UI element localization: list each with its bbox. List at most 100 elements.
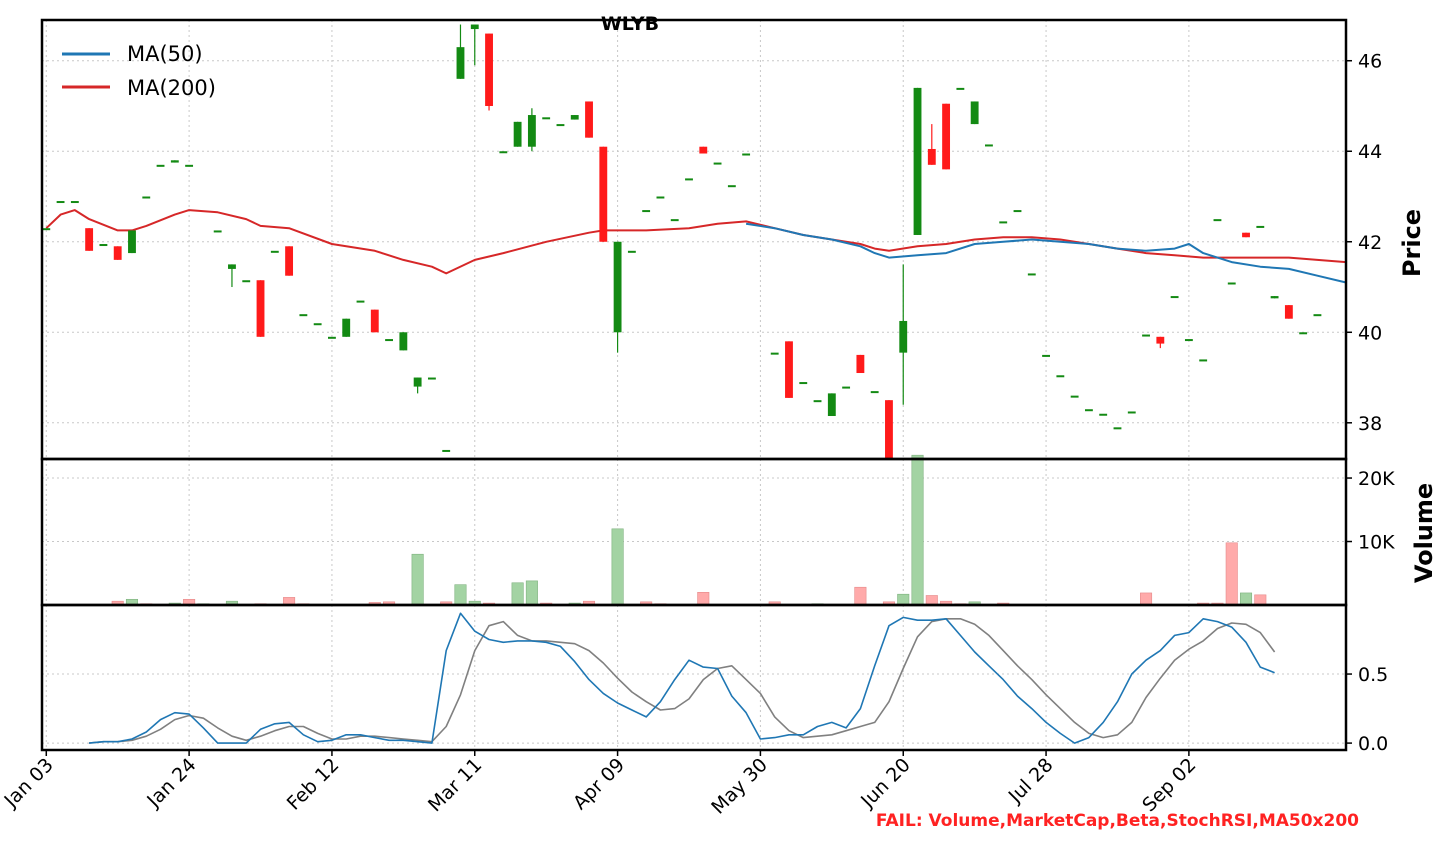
candle-body [56,201,65,204]
stoch-k-line [89,612,1275,744]
candle-body [827,393,836,417]
candle-body [242,280,251,283]
candle-body [1256,225,1265,228]
candle-body [499,151,508,154]
candle-body [1070,395,1079,398]
candle-body [542,117,551,120]
candle-body [99,244,108,247]
fail-message: FAIL: Volume,MarketCap,Beta,StochRSI,MA5… [876,811,1359,831]
chart-title: WLYB [601,13,659,35]
candle-body [813,400,822,403]
candle-body [356,300,365,303]
candle-body [413,377,422,387]
ma200-series [45,209,1347,275]
candle-body [1184,339,1193,342]
candle-body [870,391,879,394]
candle-body [1027,273,1036,276]
candle-body [727,185,736,188]
price-axis-title: Price [1398,209,1426,277]
candle-body [899,320,908,353]
candle-body [656,196,665,199]
ma200-line [45,209,1347,275]
candle-body [156,164,165,167]
volume-bar [454,584,467,606]
volume-bar [925,595,938,606]
candle-body [213,230,222,233]
candle-body [470,24,479,30]
candle-body [599,146,608,242]
candle-body [328,336,336,339]
candle-body [1313,314,1322,317]
volume-bar [1240,592,1253,606]
candle-body [399,332,408,351]
stoch-y-axis: 0.0 0.5 [1346,664,1388,755]
stoch-y-tick-label: 0.0 [1358,733,1388,755]
x-tick-label: Jan 24 [142,754,200,812]
candle-body [713,162,722,165]
candle-body [856,354,865,374]
candle-body [513,121,522,147]
candle-body [670,219,679,222]
candle-body [885,400,893,459]
x-tick-label: Mar 11 [424,754,486,816]
x-tick-label: Jun 20 [856,754,915,813]
candle-body [142,196,151,199]
volume-panel-frame [40,457,1348,607]
price-y-tick-label: 40 [1358,322,1382,344]
candle-body [113,246,122,260]
candle-body [913,87,922,235]
volume-bar [911,454,924,606]
candle-body [485,33,493,106]
price-y-axis: 38 40 42 44 46 [1346,51,1382,435]
candle-body [228,264,236,269]
candle-body [985,144,993,147]
volume-bar [854,586,867,606]
candle-body [1156,336,1165,344]
candle-body [742,153,751,156]
x-tick-label: Feb 12 [283,754,344,815]
candle-body [128,230,136,254]
candle-body [1099,413,1108,416]
candle-body [285,246,294,276]
candle-body [585,101,593,138]
candle-body [42,228,51,231]
stoch-d-series [89,617,1276,744]
x-tick-label: Jan 03 [0,754,58,812]
candle-body [556,124,565,127]
stoch-d-line [89,617,1276,744]
candle-body [442,449,451,452]
volume-bar [897,593,910,606]
candle-body [999,221,1008,224]
legend: MA(50) MA(200) [62,42,216,100]
candle-body [1113,427,1122,430]
x-tick-label: Jul 28 [1004,754,1058,808]
volume-y-tick-label: 20K [1358,468,1395,490]
volume-y-axis: 10K 20K [1346,468,1395,554]
stoch-grid [42,605,1346,750]
price-y-tick-label: 38 [1358,413,1382,435]
candle-body [370,309,379,333]
candle-body [1213,219,1222,222]
volume-bar [1225,542,1238,606]
candle-body [1013,210,1022,213]
candle-body [1056,375,1065,378]
volume-bar [525,580,538,606]
candle-body [1127,411,1136,414]
candle-body [785,341,793,398]
stoch-panel-frame [40,603,1348,752]
price-y-tick-label: 46 [1358,51,1382,73]
candle-body [956,87,965,90]
candle-body [1227,282,1236,285]
volume-bar [611,528,624,606]
price-y-tick-label: 44 [1358,141,1382,163]
candle-body [699,146,708,154]
candle-body [642,210,651,213]
candle-body [1299,332,1308,335]
candle-body [270,250,279,253]
candle-body [456,47,465,79]
candle-body [942,103,951,170]
x-tick-label: May 30 [707,754,772,819]
price-y-tick-label: 42 [1358,232,1382,254]
candle-body [613,241,622,333]
